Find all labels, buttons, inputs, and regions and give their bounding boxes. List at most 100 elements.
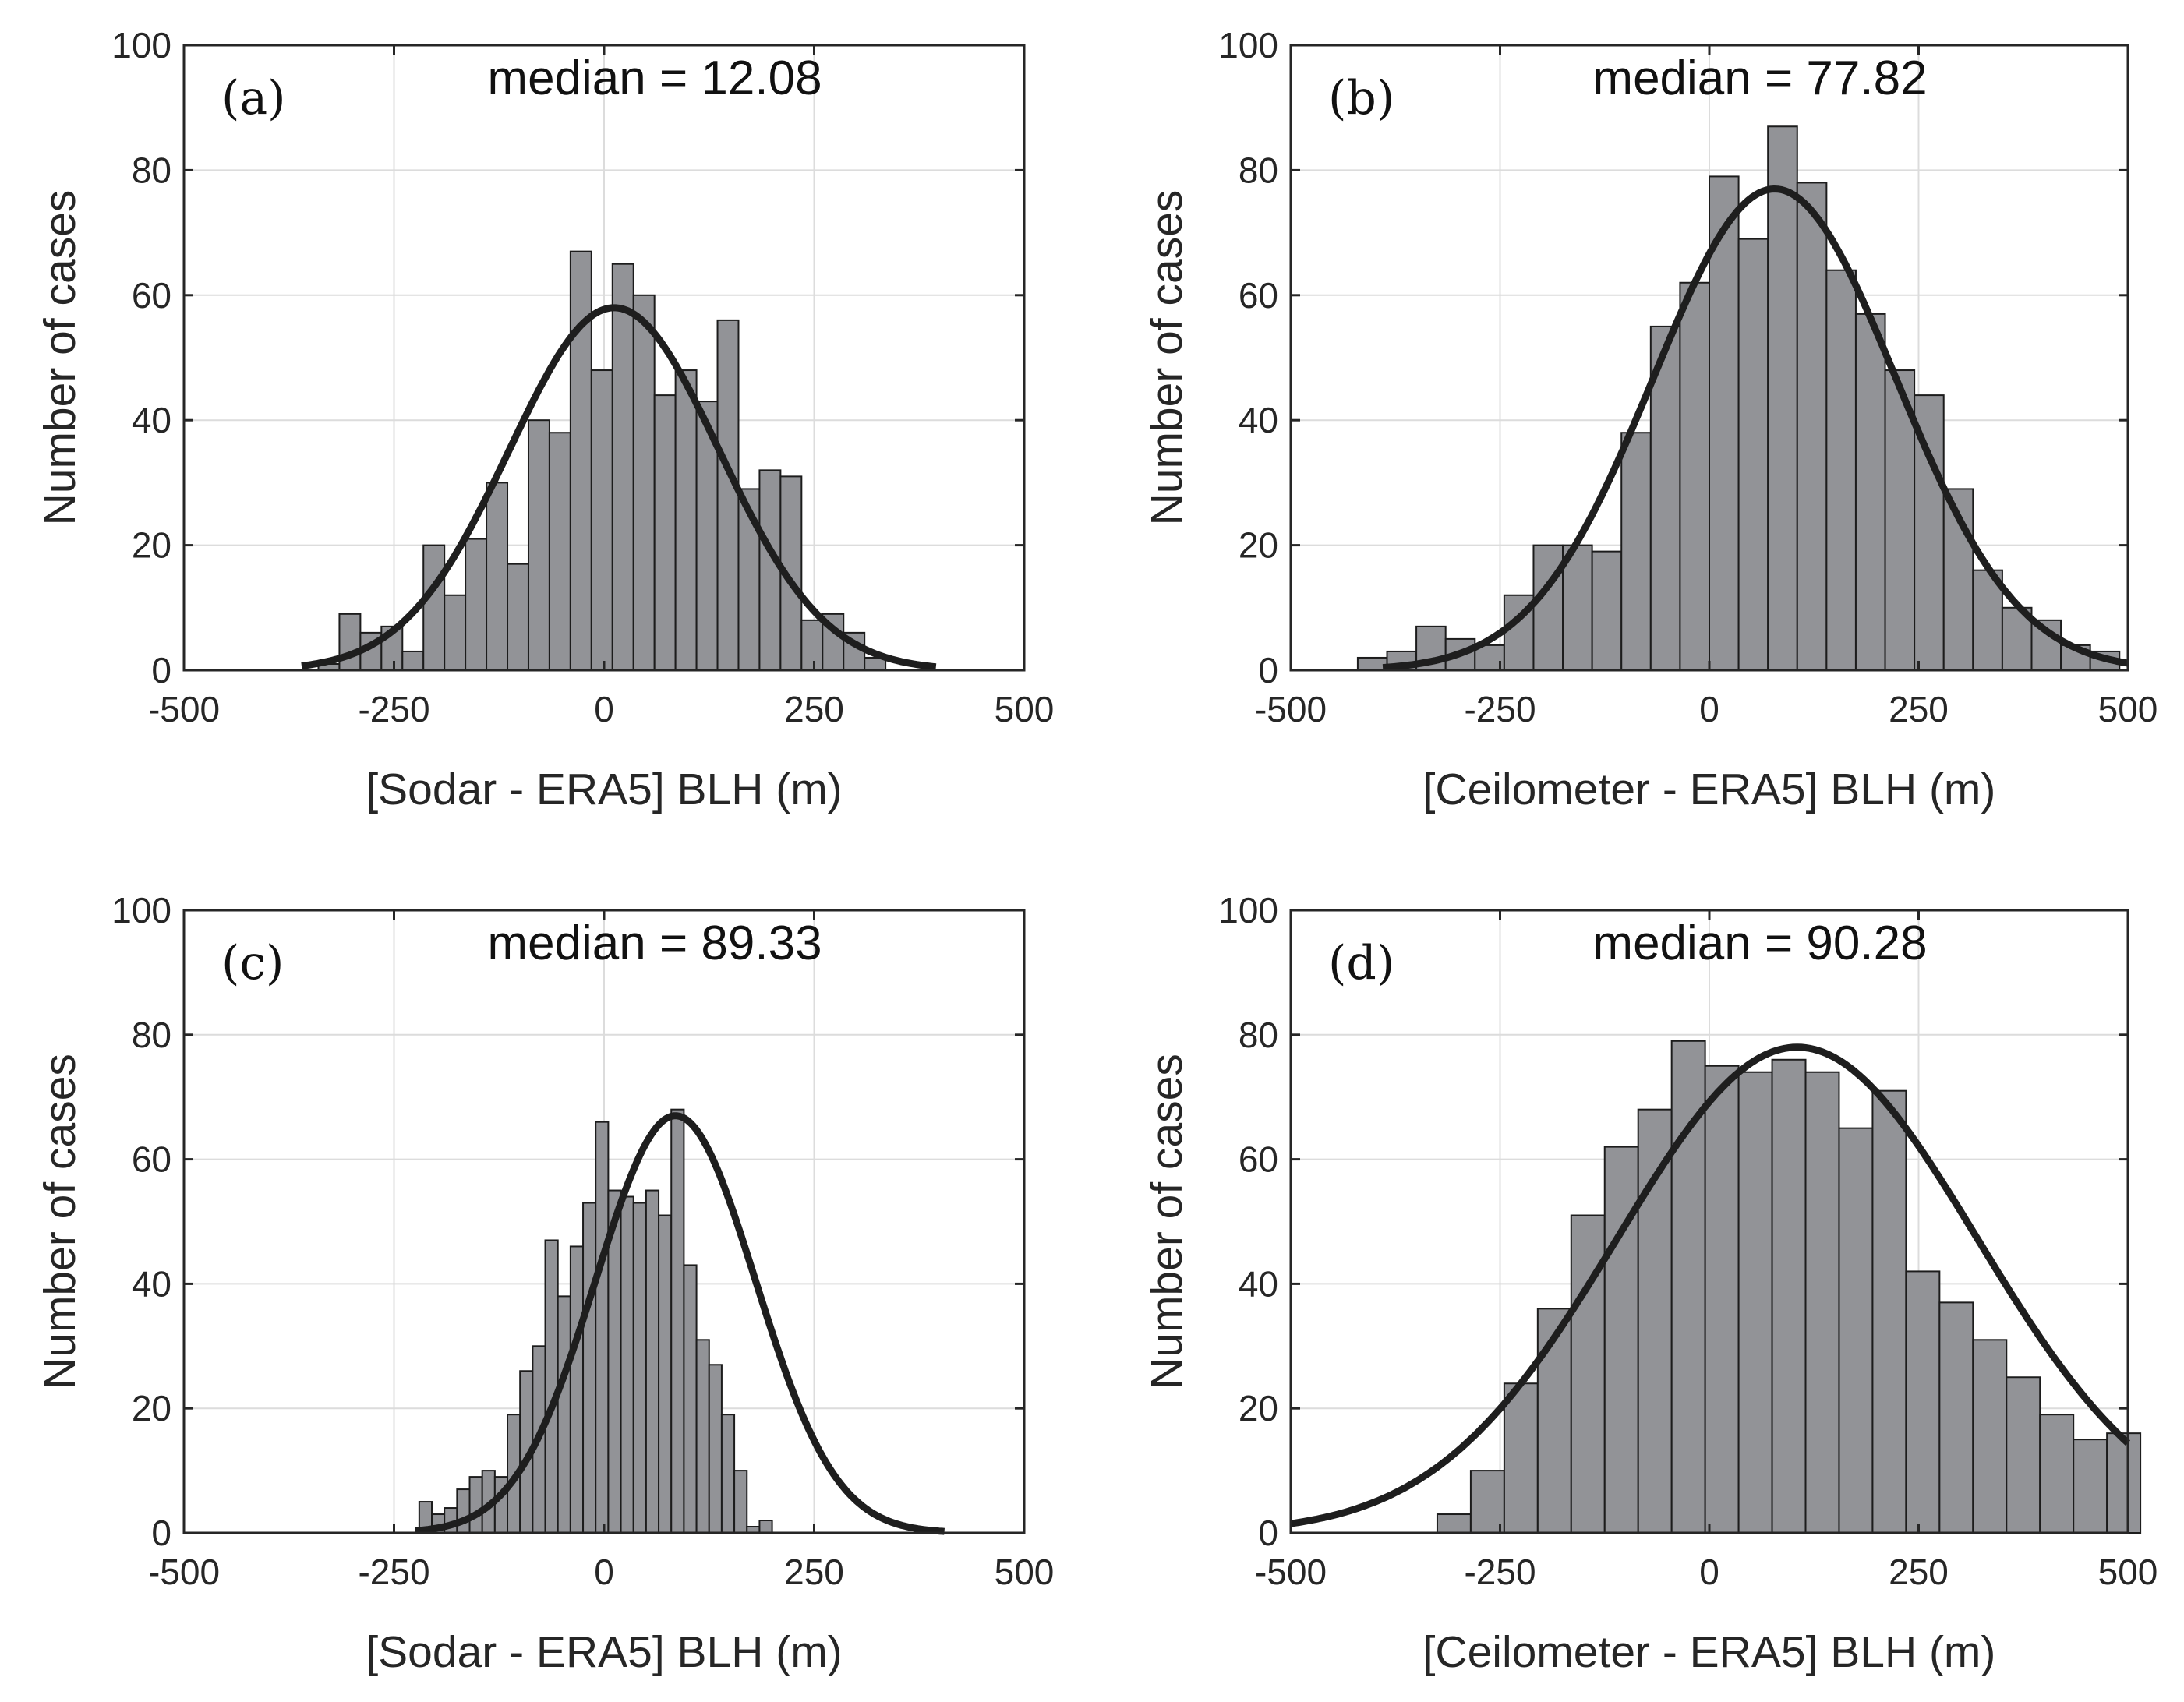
median-annotation: median = 90.28 [1592, 916, 1927, 970]
histogram-bar [716, 319, 740, 671]
histogram-bar [1737, 1071, 1773, 1534]
histogram-bar [1796, 182, 1828, 671]
histogram-bar [2039, 1414, 2075, 1534]
histogram-bar [674, 369, 698, 671]
y-tick-label: 20 [1239, 525, 1278, 566]
histogram-bar [658, 1214, 673, 1534]
histogram-bar [695, 1339, 710, 1534]
x-tick-label: 250 [1889, 689, 1949, 729]
x-tick-label: -500 [1255, 1552, 1327, 1592]
y-tick-label: 80 [1239, 1015, 1278, 1055]
y-tick-label: 40 [132, 1263, 171, 1304]
histogram-bar [444, 594, 467, 672]
histogram-bar [645, 1189, 660, 1534]
histogram-bar [2073, 1439, 2108, 1534]
histogram-panel-c: -500 -250 0 250 500 0 20 40 60 80 100 [Sodar - ERA5… [35, 890, 1054, 1677]
x-axis-label: [Ceilometer - ERA5] BLH (m) [1423, 1627, 1996, 1677]
histogram-bar [758, 469, 782, 671]
histogram-bar [582, 1202, 597, 1534]
histogram-bar [1620, 432, 1652, 671]
y-tick-label: 100 [1218, 25, 1278, 65]
y-tick-label: 80 [132, 150, 171, 190]
histogram-bar [632, 294, 656, 671]
y-tick-label: 80 [1239, 150, 1278, 190]
histogram-bar [507, 563, 529, 671]
x-tick-label: 250 [784, 1552, 844, 1592]
histogram-bar [1871, 1089, 1907, 1534]
histogram-bar [1649, 325, 1681, 671]
histogram-bar [632, 1202, 647, 1534]
x-tick-label: -500 [148, 1552, 220, 1592]
y-tick-label: 20 [1239, 1388, 1278, 1428]
x-tick-label: 500 [995, 689, 1055, 729]
y-tick-label: 40 [1239, 1263, 1278, 1304]
normal-fit-curve [414, 1112, 945, 1535]
x-tick-label: 0 [594, 1552, 614, 1592]
y-axis-label: Number of cases [35, 1054, 85, 1389]
x-axis-label: [Sodar - ERA5] BLH (m) [366, 764, 842, 814]
panel-label: (a) [221, 71, 286, 125]
histogram-panel-a: -500 -250 0 250 500 0 20 40 60 80 100 [Sodar - ERA5… [35, 25, 1054, 814]
y-axis-label: Number of cases [1142, 190, 1192, 526]
y-tick-label: 100 [111, 25, 171, 65]
histogram-bar [670, 1108, 685, 1534]
y-tick-label: 0 [1258, 1513, 1278, 1553]
y-tick-label: 60 [132, 1139, 171, 1180]
median-annotation: median = 77.82 [1592, 51, 1927, 105]
histogram-bar [456, 1488, 471, 1534]
histogram-panel-d: -500 -250 0 250 500 0 20 40 60 80 100 [Ceilometer -… [1142, 890, 2157, 1677]
x-tick-label: 500 [2098, 1552, 2158, 1592]
histogram-bar [1737, 238, 1769, 671]
histogram-bar [465, 538, 488, 672]
x-axis-label: [Sodar - ERA5] BLH (m) [366, 1627, 842, 1677]
histogram-bar [1838, 1127, 1874, 1534]
y-tick-label: 60 [1239, 275, 1278, 316]
histogram-bar [338, 613, 362, 672]
x-tick-label: -250 [358, 689, 429, 729]
histogram-bar [590, 369, 613, 671]
histogram-bar [758, 1520, 773, 1534]
histogram-bar [2006, 1376, 2041, 1534]
histogram-bar [1679, 281, 1710, 671]
histogram-bar [544, 1239, 559, 1534]
histogram-bar [653, 394, 677, 671]
median-annotation: median = 89.33 [487, 916, 822, 970]
x-tick-label: -500 [1255, 689, 1327, 729]
x-tick-label: 500 [2098, 689, 2158, 729]
y-tick-label: 40 [132, 400, 171, 440]
histogram-bar [2106, 1432, 2142, 1534]
y-tick-label: 0 [1258, 650, 1278, 690]
histogram-bar [1884, 369, 1916, 671]
histogram-bar [620, 1195, 634, 1534]
histogram-bar [1804, 1071, 1840, 1534]
histogram-bar [401, 650, 425, 672]
y-tick-label: 60 [132, 275, 171, 316]
histogram-bar [1603, 1146, 1639, 1534]
y-tick-label: 20 [132, 525, 171, 566]
y-tick-label: 20 [132, 1388, 171, 1428]
histogram-bar [1356, 656, 1388, 672]
histogram-bar [1536, 1308, 1572, 1534]
histogram-bar [1469, 1470, 1505, 1534]
histogram-bar [1905, 1270, 1941, 1534]
histogram-panel-b: -500 -250 0 250 500 0 20 40 60 80 100 [Ceilometer -… [1142, 25, 2157, 814]
x-tick-label: 250 [1889, 1552, 1949, 1592]
histogram-bar [1767, 125, 1798, 671]
histogram-bar [1503, 1382, 1539, 1534]
histogram-bar [720, 1414, 736, 1534]
x-tick-label: -250 [1464, 689, 1536, 729]
y-tick-label: 100 [1218, 890, 1278, 930]
histogram-bar [422, 544, 446, 671]
x-axis-label: [Ceilometer - ERA5] BLH (m) [1423, 764, 1996, 814]
histogram-bar [1591, 550, 1623, 671]
histogram-bar [595, 1121, 610, 1534]
histogram-bar [733, 1470, 748, 1534]
histogram-bar [1938, 1301, 1974, 1534]
panel-label: (d) [1328, 936, 1394, 990]
median-annotation: median = 12.08 [487, 51, 822, 105]
x-tick-label: 0 [594, 689, 614, 729]
y-axis-label: Number of cases [1142, 1054, 1192, 1389]
histogram-bar [1771, 1058, 1807, 1534]
x-tick-label: 0 [1699, 689, 1719, 729]
